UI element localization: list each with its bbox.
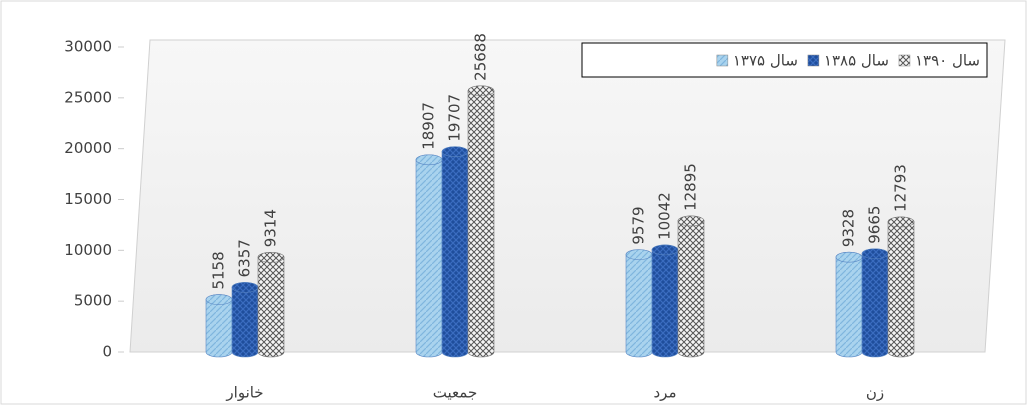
y-tick-label: 10000 (64, 241, 112, 259)
x-tick-label: مرد (654, 384, 677, 402)
legend: سال ۱۳۹۰ سال ۱۳۸۵ سال ۱۳۷۵ (581, 42, 988, 78)
y-tick-label: 15000 (64, 190, 112, 208)
bar-top (205, 294, 233, 305)
bar (625, 249, 653, 358)
bar (887, 216, 915, 358)
x-tick-label: خانوار (225, 384, 263, 402)
data-label: 18907 (420, 102, 438, 150)
bar-top (257, 252, 285, 263)
bar (415, 154, 443, 358)
y-tick-label: 5000 (74, 292, 112, 310)
y-tick-label: 30000 (64, 38, 112, 56)
data-label: 10042 (656, 192, 674, 240)
x-tick-label: زن (866, 384, 884, 402)
data-label: 9579 (630, 206, 648, 244)
bar-top (861, 248, 889, 260)
legend-swatch (898, 54, 911, 67)
y-tick-label: 20000 (64, 139, 112, 157)
bar-top (441, 146, 469, 157)
data-label: 6357 (236, 239, 254, 277)
legend-label: سال ۱۳۷۵ (733, 52, 798, 70)
legend-swatch (807, 54, 820, 67)
data-label: 25688 (472, 33, 490, 81)
data-label: 19707 (446, 94, 464, 142)
y-tick-label: 25000 (64, 88, 112, 106)
bar-top (677, 215, 705, 227)
bar-top (415, 154, 443, 166)
bar-top (651, 244, 679, 256)
bar (441, 146, 469, 358)
bar-top (467, 85, 495, 97)
legend-box (581, 42, 988, 78)
bar-top (231, 282, 259, 293)
bar-top (887, 216, 915, 228)
data-label: 9328 (840, 209, 858, 247)
bar (835, 251, 863, 358)
legend-label: سال ۱۳۹۰ (915, 52, 980, 70)
bar (257, 252, 285, 358)
bar (677, 215, 705, 358)
y-tick-label: 0 (102, 343, 112, 361)
x-tick-label: جمعیت (433, 384, 477, 402)
data-label: 5158 (210, 251, 228, 289)
bar (467, 85, 495, 358)
legend-swatch (716, 54, 729, 67)
bar (231, 282, 259, 358)
bar-top (625, 249, 653, 260)
data-label: 12895 (682, 163, 700, 211)
bar-top (835, 251, 863, 263)
data-label: 9314 (262, 209, 280, 247)
bar (861, 248, 889, 358)
legend-label: سال ۱۳۸۵ (824, 52, 889, 70)
data-label: 9665 (866, 206, 884, 244)
bar (651, 244, 679, 358)
data-label: 12793 (892, 164, 910, 212)
